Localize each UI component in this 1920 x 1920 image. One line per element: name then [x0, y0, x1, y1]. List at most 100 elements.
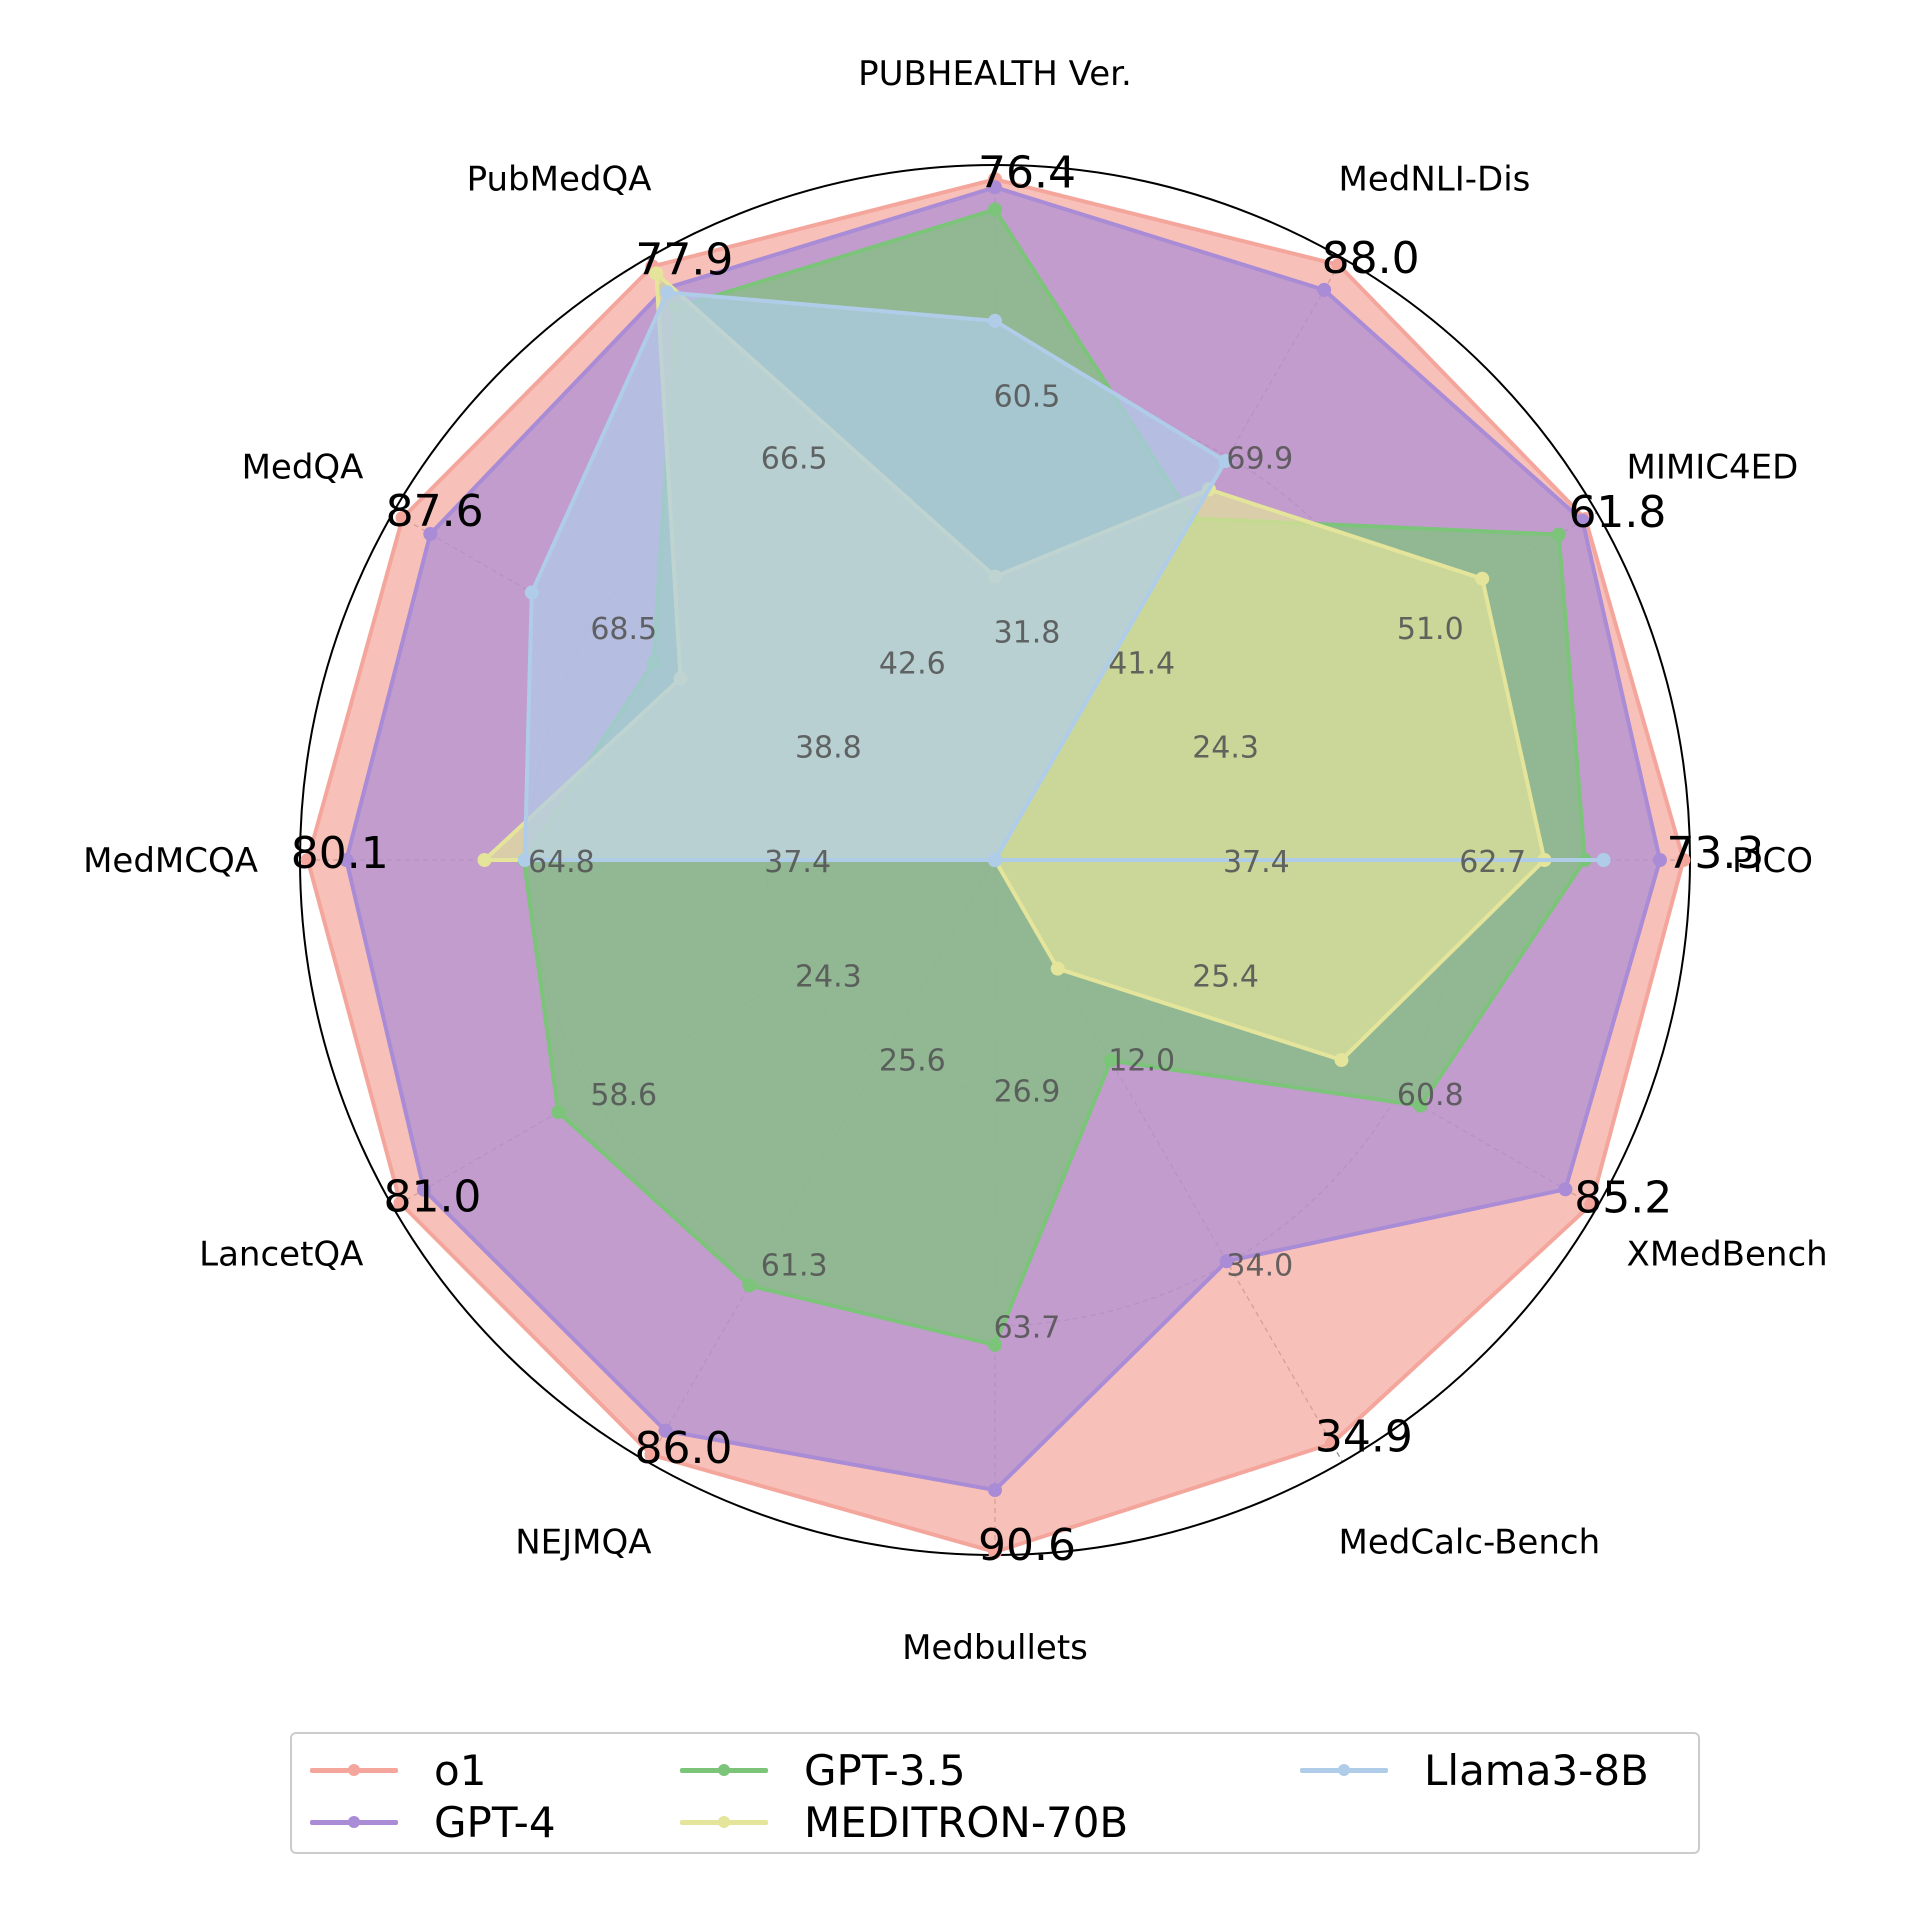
legend-item: MEDITRON-70B	[674, 1794, 1128, 1850]
axis-label: MedQA	[242, 448, 364, 488]
value-label-grid: 61.3	[761, 1248, 828, 1283]
data-point	[1050, 961, 1065, 976]
axis-label: NEJMQA	[515, 1523, 651, 1563]
value-label-grid: 24.3	[1192, 730, 1259, 765]
data-point	[1317, 282, 1332, 297]
legend-swatch	[1294, 1742, 1394, 1798]
axis-label: Medbullets	[902, 1628, 1088, 1668]
data-point	[1324, 1436, 1339, 1451]
value-label-grid: 34.0	[1226, 1248, 1293, 1283]
value-label-grid: 38.8	[795, 730, 862, 765]
data-point	[660, 285, 675, 300]
value-label-grid: 64.8	[528, 845, 595, 880]
value-label-max: 73.3	[1666, 828, 1764, 879]
legend-label: GPT-4	[434, 1797, 556, 1847]
axis-label: MedNLI-Dis	[1339, 159, 1531, 199]
legend-item: o1	[304, 1742, 486, 1798]
data-point	[1475, 571, 1490, 586]
value-label-max: 77.9	[635, 234, 733, 285]
legend-item: Llama3-8B	[1294, 1742, 1649, 1798]
legend-label: o1	[434, 1745, 487, 1795]
value-label-grid: 58.6	[590, 1078, 657, 1113]
data-point	[395, 510, 410, 525]
value-label-max: 34.9	[1315, 1411, 1413, 1462]
value-label-grid: 41.4	[1108, 646, 1175, 681]
legend: o1 GPT-4 GPT-3.5 MEDITRON-70B Llama3-8B	[290, 1732, 1700, 1854]
data-point	[551, 1105, 566, 1120]
value-labels: 73.3 62.7 37.4 61.8 51.0 24.3 88.0 69.9 41.4 76.4…	[291, 147, 1765, 1571]
series-group	[300, 172, 1691, 1559]
axis-labels: PICO MIMIC4ED MedNLI-Dis PUBHEALTH Ver. PubM…	[83, 54, 1828, 1668]
data-point	[339, 853, 354, 867]
value-label-grid: 51.0	[1397, 612, 1464, 647]
axis-label: LancetQA	[199, 1235, 363, 1275]
value-label-grid: 37.4	[764, 845, 831, 880]
data-point	[1551, 527, 1566, 542]
data-point	[524, 585, 539, 600]
axis-label: XMedBench	[1627, 1235, 1828, 1275]
data-point	[1652, 853, 1667, 867]
value-label-max: 86.0	[635, 1423, 733, 1474]
value-label-max: 88.0	[1322, 233, 1420, 284]
axis-label: MedCalc-Bench	[1339, 1523, 1601, 1563]
value-label-grid: 63.7	[994, 1311, 1061, 1346]
series-llama3-8b	[517, 285, 1611, 867]
data-point	[988, 313, 1002, 328]
legend-swatch	[674, 1742, 774, 1798]
data-point	[300, 853, 315, 867]
data-point	[1584, 1197, 1599, 1212]
data-point	[658, 1423, 673, 1438]
value-label-max: 80.1	[291, 828, 389, 879]
data-point	[988, 1337, 1002, 1352]
data-point	[517, 853, 532, 867]
data-point	[1103, 1053, 1118, 1068]
legend-label: MEDITRON-70B	[804, 1797, 1129, 1847]
value-label-grid: 60.5	[994, 379, 1061, 414]
axis-label: PICO	[1732, 841, 1813, 881]
value-label-max: 76.4	[978, 147, 1076, 198]
data-point	[1413, 1098, 1428, 1113]
data-point	[988, 1483, 1002, 1498]
value-label-grid: 12.0	[1108, 1044, 1175, 1079]
axis-label: MedMCQA	[83, 841, 258, 881]
data-point	[1334, 1053, 1349, 1068]
data-point	[988, 180, 1002, 195]
data-point	[988, 1544, 1002, 1559]
legend-label: Llama3-8B	[1424, 1745, 1649, 1795]
series-area	[524, 292, 1604, 860]
data-point	[1331, 257, 1346, 272]
legend-item: GPT-3.5	[674, 1742, 966, 1798]
data-point	[477, 853, 492, 867]
legend-item: GPT-4	[304, 1794, 556, 1850]
value-label-grid: 25.6	[879, 1044, 946, 1079]
value-label-grid: 31.8	[994, 616, 1061, 651]
value-label-max: 85.2	[1574, 1172, 1672, 1223]
data-point	[988, 853, 1002, 867]
data-point	[644, 1447, 659, 1462]
data-point	[988, 202, 1002, 217]
data-point	[416, 1182, 431, 1197]
axis-label: MIMIC4ED	[1627, 448, 1799, 488]
value-label-max: 81.0	[383, 1171, 481, 1222]
value-label-max: 87.6	[386, 486, 484, 537]
data-point	[742, 1278, 757, 1293]
legend-swatch	[304, 1742, 404, 1798]
legend-label: GPT-3.5	[804, 1745, 966, 1795]
legend-swatch	[674, 1794, 774, 1850]
value-label-max: 90.6	[978, 1520, 1076, 1571]
value-label-grid: 42.6	[879, 646, 946, 681]
value-label-grid: 37.4	[1223, 845, 1290, 880]
axis-label: PUBHEALTH Ver.	[858, 54, 1132, 94]
data-point	[393, 1196, 408, 1211]
data-point	[1219, 1254, 1234, 1269]
value-label-grid: 68.5	[590, 612, 657, 647]
value-label-grid: 26.9	[994, 1074, 1061, 1109]
value-label-max: 61.8	[1568, 487, 1666, 538]
axis-label: PubMedQA	[467, 159, 652, 199]
value-label-grid: 60.8	[1397, 1078, 1464, 1113]
value-label-grid: 62.7	[1459, 845, 1526, 880]
data-point	[1558, 1182, 1573, 1197]
legend-swatch	[304, 1794, 404, 1850]
value-label-grid: 66.5	[761, 442, 828, 477]
